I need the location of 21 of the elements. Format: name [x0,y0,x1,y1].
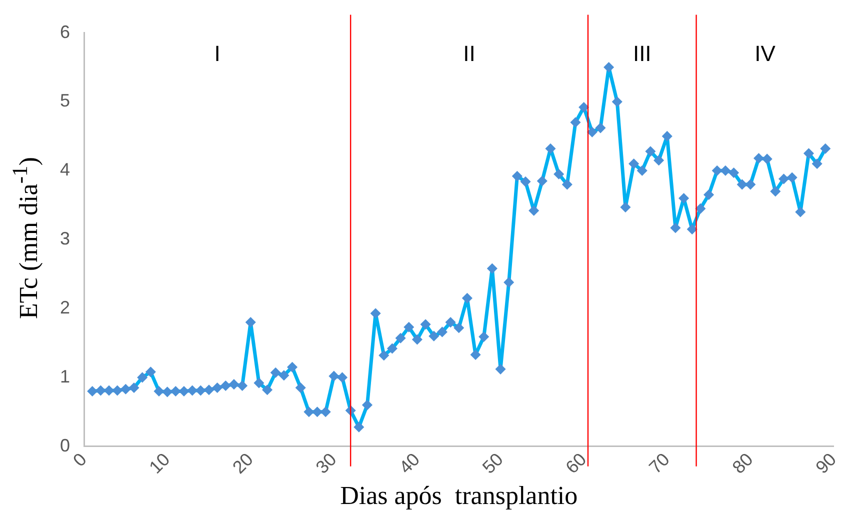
x-tick-label: 10 [145,449,174,478]
y-tick-label: 6 [60,22,70,42]
x-tick-label: 80 [728,449,757,478]
x-tick-label: 20 [228,449,257,478]
x-tick-label: 60 [562,449,590,478]
annotation: III [632,40,652,66]
x-tick-label: 30 [312,449,340,478]
y-tick-label: 1 [60,366,70,386]
x-tick-label: 50 [478,449,507,478]
x-tick-label: 90 [812,449,840,478]
annotation: IV [754,40,776,66]
annotation: I [214,40,220,66]
y-tick-label: 2 [60,297,70,318]
y-tick-label: 5 [60,90,70,111]
x-tick-label: 70 [645,449,674,478]
annotation: II [463,40,476,66]
y-tick-label: 0 [60,435,70,456]
y-tick-label: 4 [60,160,70,180]
y-tick-label: 3 [60,228,70,249]
x-axis-title: Dias após transplantio [340,481,578,510]
x-tick-label: 40 [395,449,424,478]
